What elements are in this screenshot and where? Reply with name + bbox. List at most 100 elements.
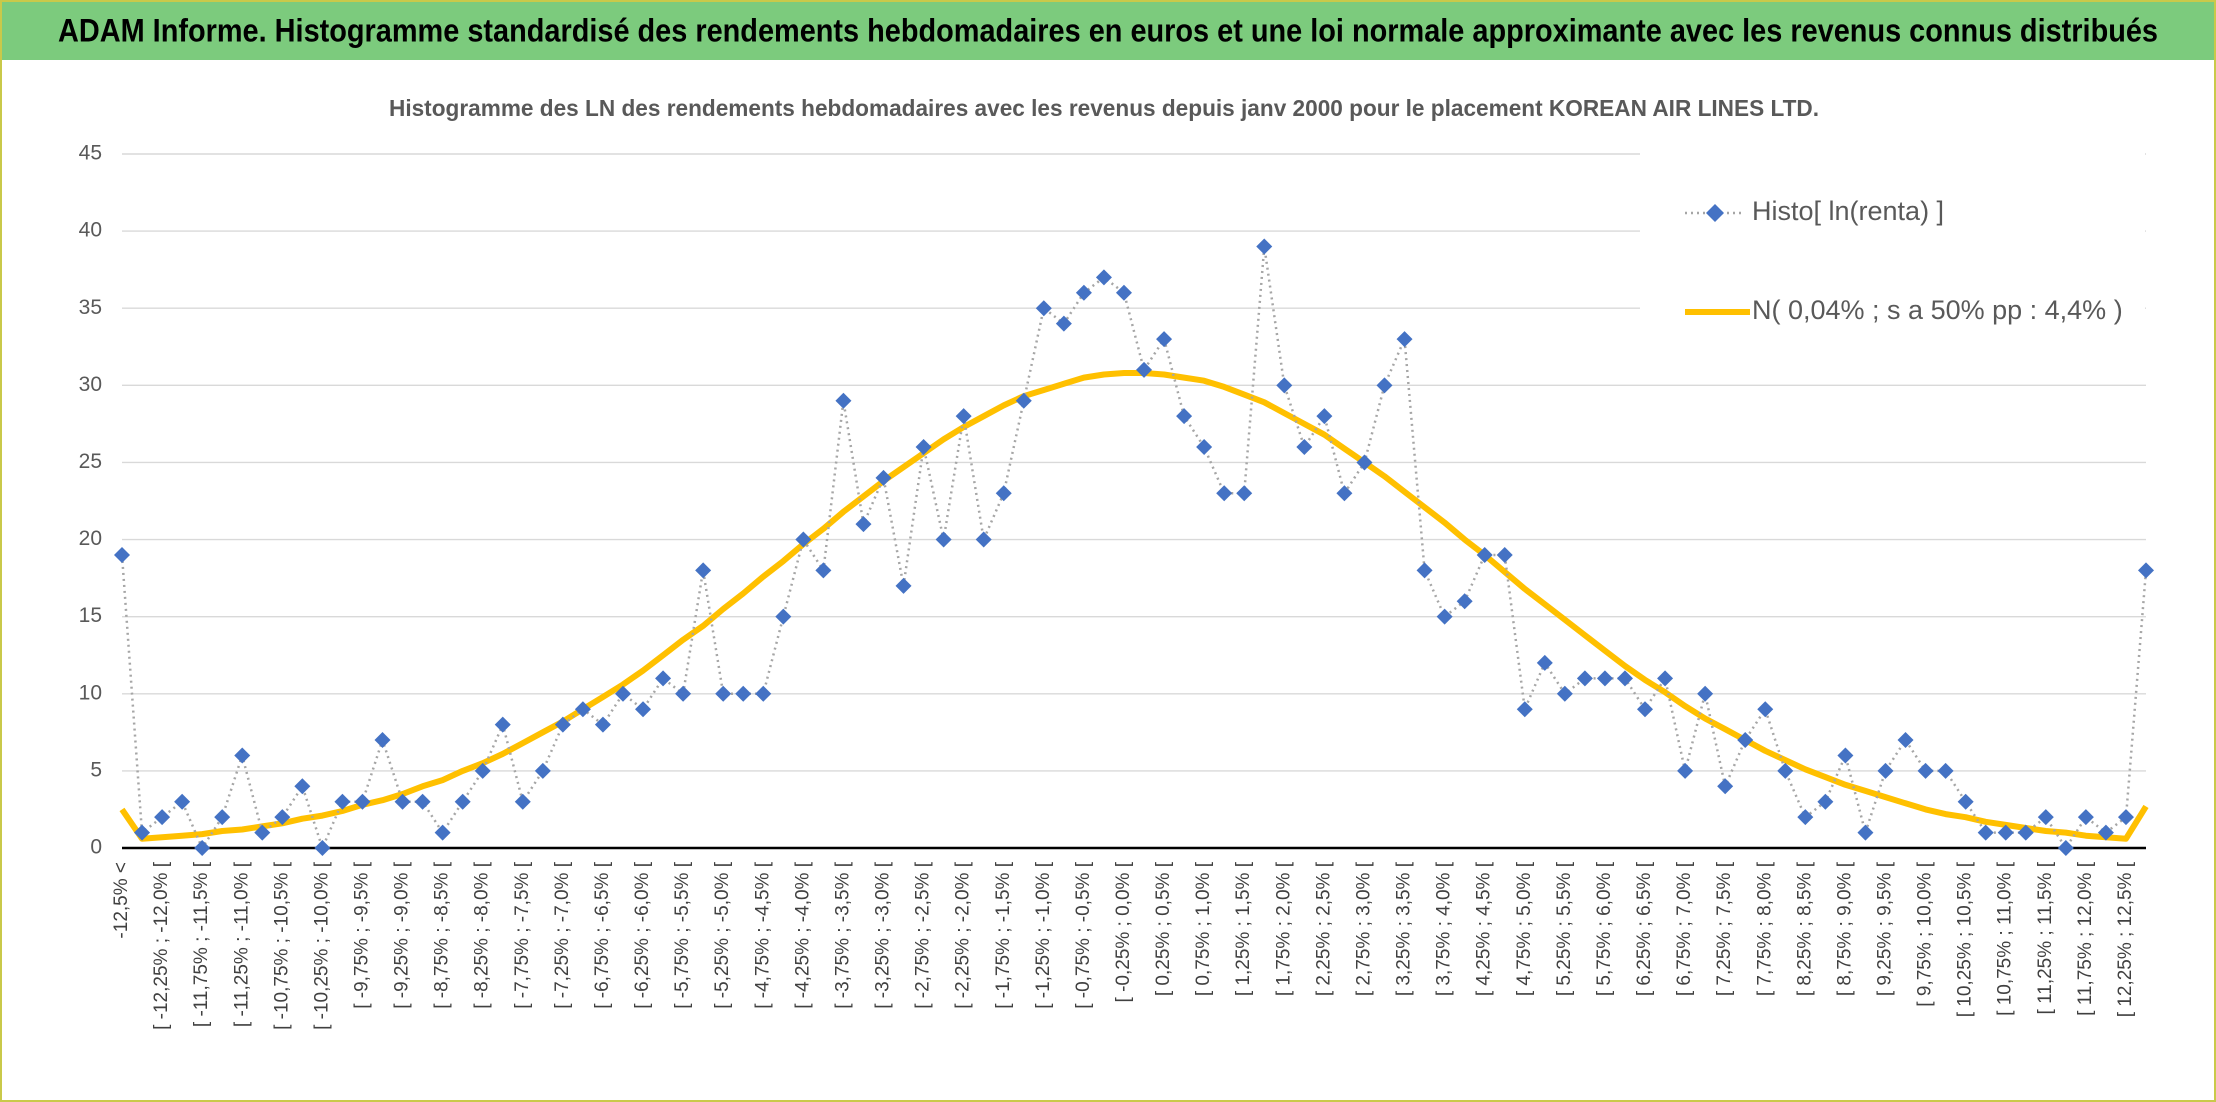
legend-label: N( 0,04% ; s a 50% pp : 4,4% ) [1752,295,2123,325]
data-point [2138,562,2154,579]
x-tick-label: [ 6,75% ; 7,0% [ [1674,861,1695,996]
x-tick-label: [ 9,75% ; 10,0% [ [1915,861,1936,1006]
data-point [2057,840,2074,856]
x-tick-label: [ -8,25% ; -8,0% [ [472,861,493,1009]
data-point [1176,408,1193,425]
data-point [1356,454,1373,471]
x-tick-label: [ 3,25% ; 3,5% [ [1394,861,1415,996]
data-point [1476,546,1493,563]
x-tick-label: [ -5,25% ; -5,0% [ [712,861,733,1009]
x-tick-label: [ -5,75% ; -5,5% [ [672,861,693,1009]
x-tick-label: [ -2,25% ; -2,0% [ [953,861,974,1009]
x-tick-label: [ -1,25% ; -1,0% [ [1033,861,1054,1009]
x-tick-label: [ 7,75% ; 8,0% [ [1754,861,1775,996]
x-tick-label: [ 7,25% ; 7,5% [ [1714,861,1735,996]
x-tick-label: [ 10,75% ; 11,0% [ [1995,861,2016,1016]
data-point [1937,762,1954,779]
x-tick-label: [ 2,25% ; 2,5% [ [1313,861,1334,996]
data-point [635,701,652,718]
data-point [735,685,752,702]
data-point [1075,284,1092,301]
data-point [1496,546,1513,563]
data-point [1757,701,1774,718]
data-point [614,685,631,702]
data-point [795,531,812,548]
data-point [494,716,511,733]
data-point [114,546,130,563]
legend-box [1640,150,2145,360]
data-point [1376,377,1393,394]
x-tick-label: [ -8,75% ; -8,5% [ [432,861,453,1009]
x-tick-label: [ -1,75% ; -1,5% [ [993,861,1014,1009]
data-point [935,531,952,548]
data-point [1697,685,1714,702]
x-tick-label: [ 3,75% ; 4,0% [ [1434,861,1455,996]
data-point [655,670,672,687]
y-tick-label: 45 [79,142,102,165]
data-point [1997,824,2014,841]
data-point [274,809,291,826]
data-point [1977,824,1994,841]
data-point [1516,701,1533,718]
data-point [1136,361,1153,378]
x-tick-label: [ -6,25% ; -6,0% [ [632,861,653,1009]
data-point [775,608,792,625]
data-point [1897,732,1914,749]
y-tick-label: 5 [90,758,102,781]
data-point [1677,762,1694,779]
data-point [815,562,832,579]
data-point [374,732,391,749]
data-point [1236,485,1253,502]
data-point [955,408,972,425]
y-tick-label: 10 [79,681,102,704]
x-tick-label: [ -3,25% ; -3,0% [ [873,861,894,1009]
data-point [314,840,331,856]
data-point [695,562,712,579]
data-point [1316,408,1333,425]
data-point [1837,747,1854,764]
data-point [414,793,431,810]
x-tick-label: [ 0,25% ; 0,5% [ [1153,861,1174,996]
data-point [1536,654,1553,671]
x-tick-label: -12,5% < [111,862,132,939]
x-tick-label: [ 9,25% ; 9,5% [ [1875,861,1896,996]
data-point [1657,670,1674,687]
x-tick-label: [ -11,25% ; -11,0% [ [231,861,252,1027]
data-point [1296,439,1313,456]
data-point [855,516,872,533]
data-point [1396,331,1413,348]
x-tick-label: [ 5,25% ; 5,5% [ [1554,861,1575,996]
x-tick-label: [ 12,25% ; 12,5% [ [2115,861,2136,1017]
data-point [2077,809,2094,826]
data-point [334,793,351,810]
x-tick-label: [ -9,75% ; -9,5% [ [351,861,372,1009]
data-point [1596,670,1613,687]
data-point [915,439,932,456]
data-point [755,685,772,702]
data-point [1616,670,1633,687]
y-tick-label: 25 [79,450,102,473]
data-point [1717,778,1734,795]
x-tick-label: [ -10,25% ; -10,0% [ [311,861,332,1030]
data-point [1416,562,1433,579]
title-bar [2,2,2214,60]
y-tick-label: 35 [79,296,102,319]
data-point [254,824,271,841]
data-point [1015,392,1032,409]
data-point [875,469,892,486]
page-title: ADAM Informe. Histogramme standardisé de… [58,12,2158,48]
x-tick-label: [ 11,75% ; 12,0% [ [2075,861,2096,1016]
data-point [2037,809,2054,826]
data-point [2117,809,2134,826]
data-point [434,824,451,841]
data-point [454,793,471,810]
y-tick-label: 15 [79,604,102,627]
data-point [214,809,231,826]
data-point [514,793,531,810]
x-tick-label: [ -12,25% ; -12,0% [ [151,861,172,1030]
data-point [2097,824,2114,841]
x-tick-label: [ -2,75% ; -2,5% [ [913,861,934,1009]
y-tick-label: 30 [79,373,102,396]
x-tick-label: [ -4,25% ; -4,0% [ [792,861,813,1009]
y-tick-label: 40 [79,219,102,242]
